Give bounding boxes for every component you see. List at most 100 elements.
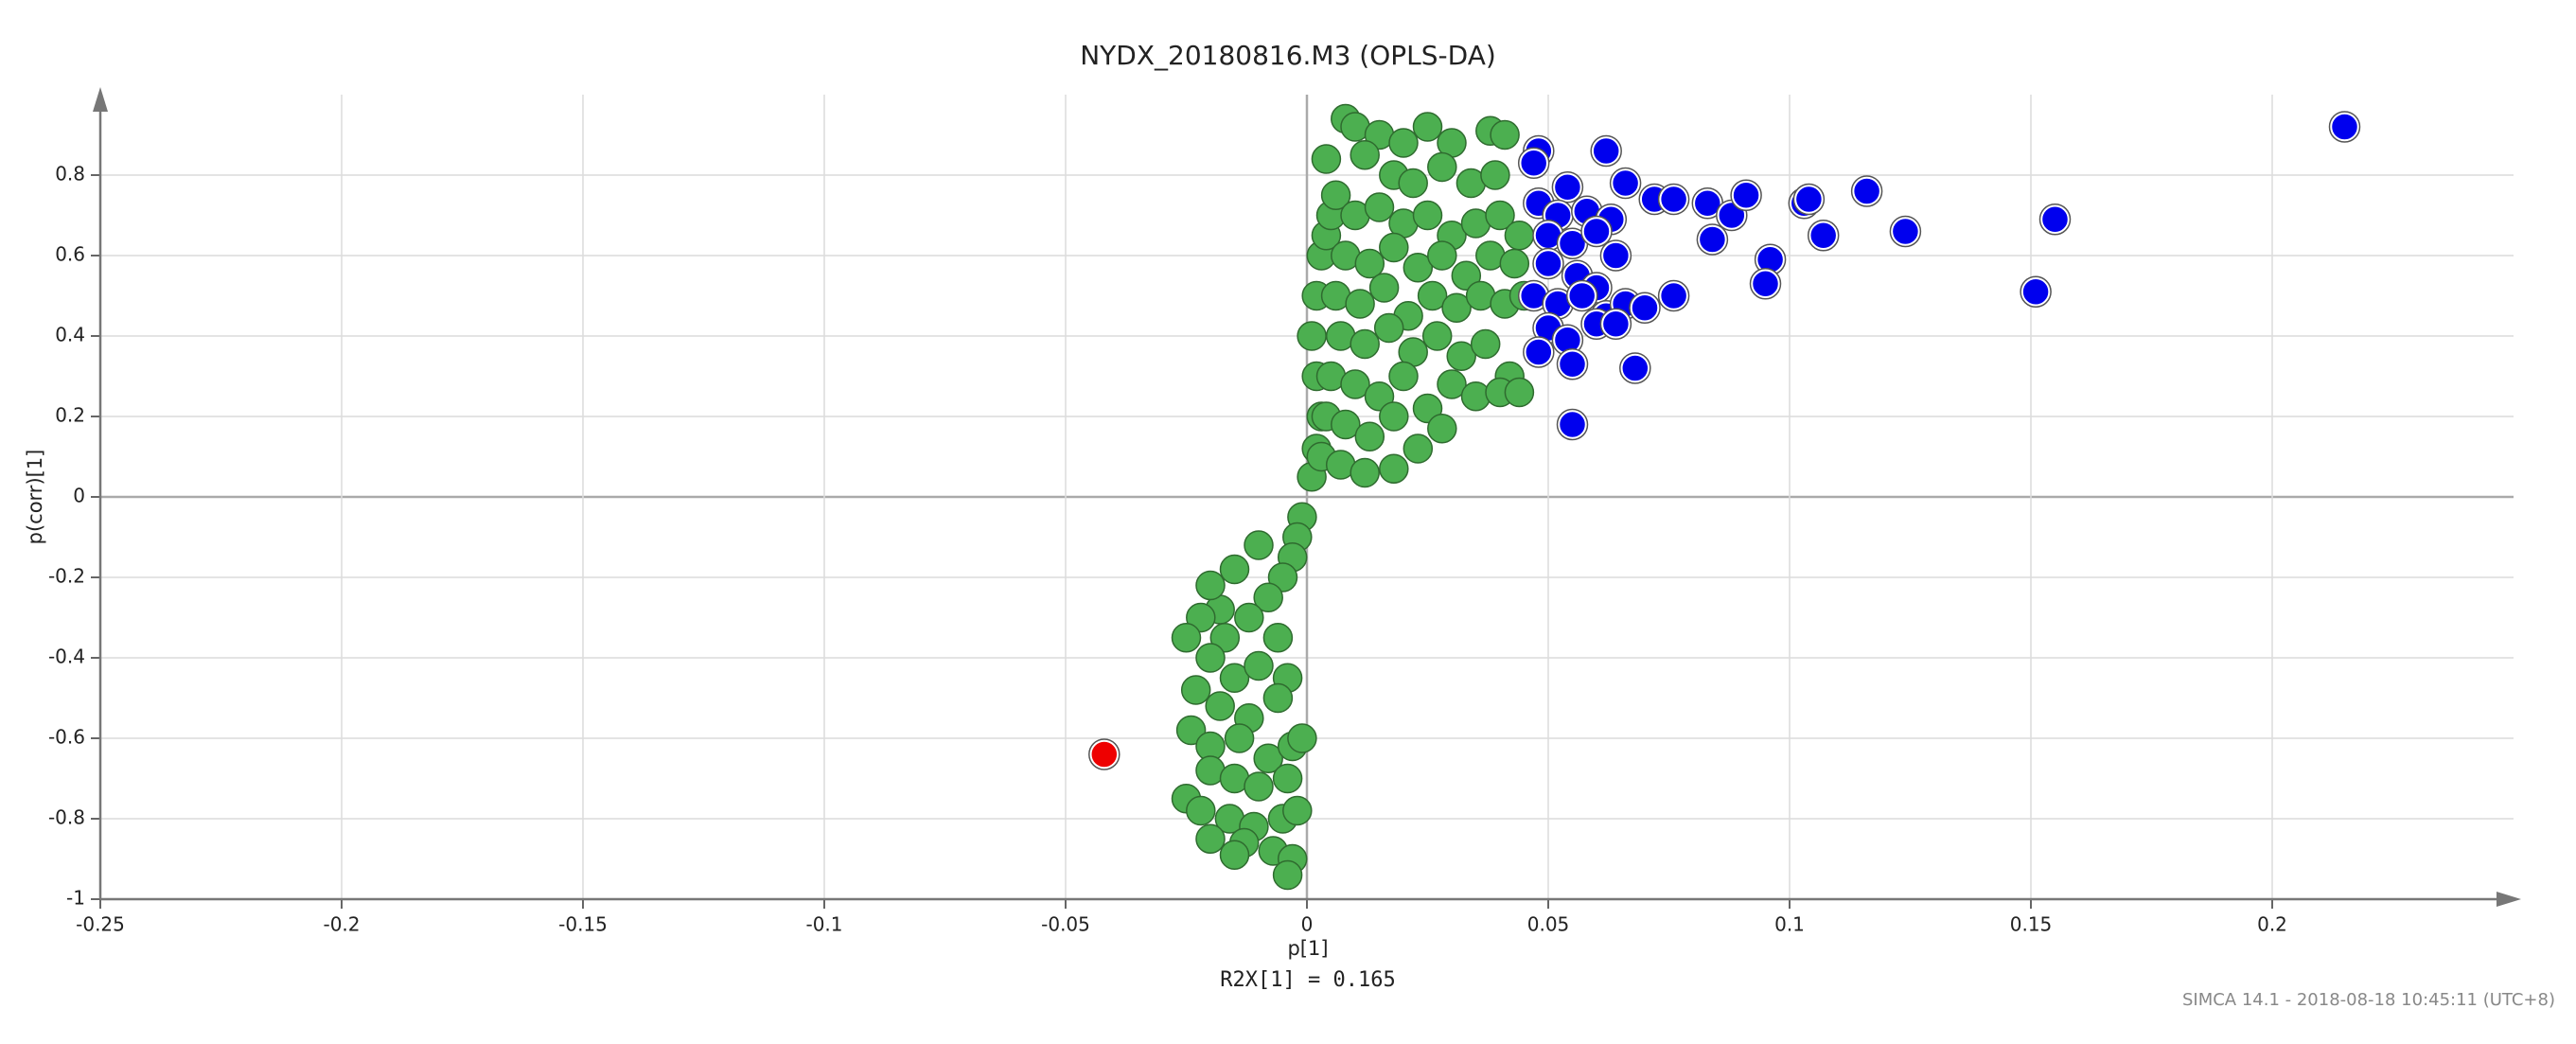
point (1854, 178, 1879, 204)
point (1262, 623, 1294, 653)
point (1340, 369, 1370, 399)
point (1379, 232, 1409, 263)
x-tick-label: -0.15 (558, 913, 608, 936)
point (1388, 128, 1419, 158)
point (1521, 283, 1546, 309)
point (1195, 643, 1226, 673)
point (1593, 138, 1619, 164)
point (2332, 114, 2357, 140)
point (1560, 351, 1585, 377)
point (1603, 242, 1629, 269)
point (1427, 414, 1457, 444)
point (1427, 240, 1457, 271)
point (1311, 144, 1342, 174)
point (1244, 650, 1274, 681)
point (1700, 226, 1725, 253)
point (1583, 219, 1610, 244)
point (1480, 160, 1510, 190)
point (1695, 190, 1720, 216)
point (2042, 206, 2068, 232)
point (1632, 295, 1658, 321)
x-tick-label: 0.2 (2257, 913, 2287, 936)
y-tick-label: -0.2 (48, 565, 85, 588)
point (1171, 623, 1202, 653)
point (1490, 119, 1520, 150)
point (1388, 361, 1419, 392)
point (1354, 248, 1385, 279)
y-tick-label: -1 (66, 887, 85, 910)
point (1421, 321, 1453, 351)
point (1661, 186, 1686, 212)
point (1272, 859, 1303, 891)
point (1661, 283, 1686, 309)
annotation: R2X[1] = 0.165 (1220, 968, 1395, 992)
point (1470, 328, 1501, 360)
point (1209, 623, 1241, 653)
point (1796, 186, 1822, 212)
point (1417, 280, 1448, 311)
point (1733, 183, 1759, 208)
point (1224, 723, 1255, 753)
point (1219, 554, 1250, 585)
point (1753, 271, 1778, 296)
x-tick-label: -0.1 (805, 913, 842, 936)
point (1345, 289, 1375, 319)
x-tick-label: -0.2 (323, 913, 360, 936)
point (1437, 369, 1467, 399)
point (1253, 743, 1283, 773)
point (1350, 140, 1380, 170)
point (1451, 260, 1482, 291)
point (1219, 840, 1250, 870)
point (1379, 401, 1409, 432)
y-axis-arrow (93, 87, 108, 112)
point (1354, 421, 1385, 451)
point (1622, 355, 1649, 381)
point (1441, 292, 1472, 323)
point (2022, 279, 2049, 305)
point (1544, 291, 1571, 317)
point (1234, 602, 1264, 633)
point (1272, 763, 1303, 794)
point (1350, 457, 1380, 488)
x-tick-label: 0.1 (1774, 913, 1805, 936)
point (1364, 381, 1395, 412)
point (1603, 311, 1629, 337)
y-tick-label: 0.8 (55, 163, 85, 186)
point (1091, 741, 1118, 768)
footer: SIMCA 14.1 - 2018-08-18 10:45:11 (UTC+8) (2182, 990, 2555, 1010)
x-axis-label: p[1] (1287, 937, 1328, 960)
point (1560, 412, 1585, 437)
point (1267, 562, 1298, 593)
point (1504, 221, 1535, 251)
chart-title: NYDX_20180816.M3 (OPLS-DA) (1080, 40, 1496, 71)
point (1535, 222, 1561, 248)
point (1244, 530, 1274, 560)
point (1560, 231, 1585, 257)
point (1331, 409, 1361, 440)
point (1350, 328, 1380, 360)
y-tick-label: 0 (73, 485, 85, 507)
y-tick-label: 0.6 (55, 243, 85, 266)
point (1427, 151, 1457, 183)
point (1320, 180, 1351, 210)
point (1719, 203, 1745, 228)
point (1379, 453, 1409, 484)
x-axis-arrow (2497, 892, 2521, 907)
y-tick-label: 0.4 (55, 324, 85, 346)
point (1253, 582, 1283, 612)
point (1412, 393, 1443, 424)
point (1499, 248, 1530, 279)
point (1485, 200, 1515, 231)
point (1526, 339, 1552, 365)
point (1569, 283, 1595, 309)
point (1555, 327, 1580, 353)
point (1219, 663, 1250, 693)
point (1186, 795, 1216, 826)
point (1521, 150, 1546, 176)
point (1398, 168, 1428, 199)
y-axis-label: p(corr)[1] (24, 450, 46, 545)
point (1364, 192, 1395, 222)
point (1504, 377, 1535, 408)
